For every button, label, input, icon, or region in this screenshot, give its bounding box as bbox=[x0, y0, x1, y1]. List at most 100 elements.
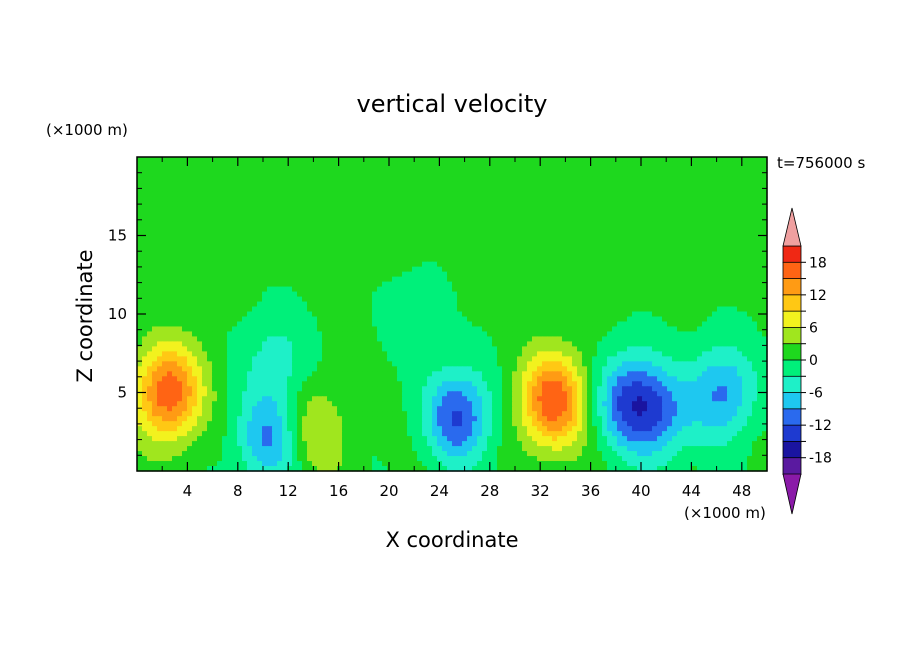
heatmap-cell bbox=[712, 276, 718, 283]
heatmap-cell bbox=[387, 341, 393, 347]
heatmap-cell bbox=[427, 286, 433, 293]
heatmap-cell bbox=[187, 321, 193, 328]
heatmap-cell bbox=[577, 226, 583, 233]
heatmap-cell bbox=[737, 326, 743, 333]
heatmap-cell bbox=[467, 171, 473, 178]
heatmap-cell bbox=[627, 346, 633, 352]
heatmap-cell bbox=[397, 201, 403, 208]
heatmap-cell bbox=[147, 211, 153, 218]
heatmap-cell bbox=[162, 311, 168, 318]
heatmap-cell bbox=[742, 281, 748, 288]
heatmap-cell bbox=[627, 241, 633, 248]
heatmap-cell bbox=[692, 226, 698, 233]
heatmap-cell bbox=[452, 316, 458, 323]
heatmap-cell bbox=[232, 291, 238, 298]
heatmap-cell bbox=[452, 321, 458, 328]
heatmap-cell bbox=[527, 231, 533, 238]
heatmap-cell bbox=[147, 191, 153, 198]
heatmap-cell bbox=[682, 301, 688, 308]
heatmap-cell bbox=[162, 251, 168, 258]
heatmap-cell bbox=[662, 326, 668, 333]
heatmap-cell bbox=[172, 211, 178, 218]
heatmap-cell bbox=[677, 311, 683, 318]
heatmap-cell bbox=[187, 296, 193, 303]
heatmap-cell bbox=[702, 286, 708, 293]
heatmap-cell bbox=[692, 181, 698, 188]
heatmap-cell bbox=[757, 226, 763, 233]
heatmap-cell bbox=[547, 236, 553, 243]
heatmap-cell bbox=[702, 261, 708, 268]
heatmap-cell bbox=[567, 316, 573, 323]
heatmap-cell bbox=[437, 341, 443, 347]
heatmap-cell bbox=[497, 281, 503, 288]
heatmap-cell bbox=[672, 166, 678, 173]
heatmap-cell bbox=[197, 191, 203, 198]
heatmap-cell bbox=[597, 186, 603, 193]
heatmap-cell bbox=[177, 251, 183, 258]
heatmap-cell bbox=[762, 251, 768, 258]
heatmap-cell bbox=[237, 281, 243, 288]
heatmap-cell bbox=[447, 191, 453, 198]
heatmap-cell bbox=[602, 266, 608, 273]
heatmap-cell bbox=[532, 181, 538, 188]
heatmap-cell bbox=[577, 236, 583, 243]
heatmap-cell bbox=[657, 326, 663, 333]
heatmap-cell bbox=[202, 281, 208, 288]
heatmap-cell bbox=[742, 286, 748, 293]
heatmap-cell bbox=[272, 236, 278, 243]
heatmap-cell bbox=[207, 351, 213, 357]
heatmap-cell bbox=[487, 211, 493, 218]
heatmap-cell bbox=[247, 181, 253, 188]
heatmap-cell bbox=[387, 276, 393, 283]
heatmap-cell bbox=[337, 171, 343, 178]
heatmap-cell bbox=[587, 241, 593, 248]
heatmap-cell bbox=[337, 256, 343, 263]
heatmap-cell bbox=[582, 171, 588, 178]
heatmap-cell bbox=[672, 256, 678, 263]
heatmap-cell bbox=[632, 301, 638, 308]
heatmap-cell bbox=[527, 301, 533, 308]
heatmap-cell bbox=[617, 301, 623, 308]
heatmap-cell bbox=[512, 191, 518, 198]
heatmap-cell bbox=[662, 201, 668, 208]
heatmap-cell bbox=[177, 181, 183, 188]
heatmap-cell bbox=[152, 246, 158, 253]
heatmap-cell bbox=[627, 331, 633, 338]
heatmap-cell bbox=[632, 231, 638, 238]
heatmap-cell bbox=[547, 346, 553, 352]
heatmap-cell bbox=[587, 226, 593, 233]
heatmap-cell bbox=[377, 171, 383, 178]
heatmap-cell bbox=[397, 286, 403, 293]
heatmap-cell bbox=[317, 301, 323, 308]
heatmap-cell bbox=[162, 211, 168, 218]
heatmap-cell bbox=[722, 271, 728, 278]
heatmap-cell bbox=[647, 201, 653, 208]
heatmap-cell bbox=[297, 166, 303, 173]
heatmap-cell bbox=[152, 311, 158, 318]
heatmap-cell bbox=[752, 321, 758, 328]
heatmap-cell bbox=[637, 316, 643, 323]
heatmap-cell bbox=[647, 246, 653, 253]
heatmap-cell bbox=[167, 341, 173, 347]
heatmap-cell bbox=[672, 211, 678, 218]
heatmap-cell bbox=[532, 216, 538, 223]
heatmap-cell bbox=[587, 301, 593, 308]
heatmap-cell bbox=[762, 166, 768, 173]
heatmap-cell bbox=[487, 346, 493, 352]
heatmap-cell bbox=[597, 206, 603, 213]
heatmap-cell bbox=[547, 186, 553, 193]
heatmap-cell bbox=[342, 311, 348, 318]
heatmap-cell bbox=[267, 261, 273, 268]
heatmap-cell bbox=[717, 341, 723, 347]
heatmap-cell bbox=[662, 161, 668, 168]
heatmap-cell bbox=[717, 171, 723, 178]
heatmap-cell bbox=[477, 157, 483, 163]
heatmap-cell bbox=[492, 161, 498, 168]
heatmap-cell bbox=[747, 326, 753, 333]
heatmap-cell bbox=[512, 266, 518, 273]
heatmap-cell bbox=[177, 216, 183, 223]
heatmap-cell bbox=[692, 176, 698, 183]
heatmap-cell bbox=[337, 291, 343, 298]
heatmap-cell bbox=[167, 301, 173, 308]
heatmap-cell bbox=[572, 191, 578, 198]
